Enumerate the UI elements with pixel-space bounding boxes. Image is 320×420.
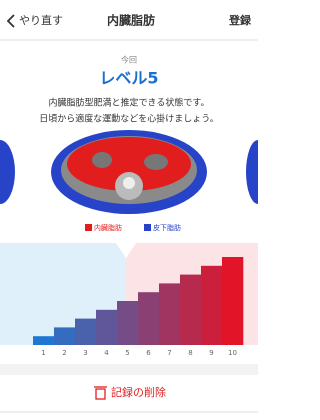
trash-icon[interactable] [94,387,107,399]
ct-side [0,140,15,204]
header-title: 内臓脂肪 [107,13,155,28]
level-bar [180,275,201,345]
legend-label: 皮下脂肪 [153,223,181,232]
legend-swatch [144,224,151,231]
level-bar [96,310,117,345]
separator [0,364,258,375]
level-bar [222,257,243,345]
ct-organ [92,152,112,168]
level-label: 8 [188,349,192,357]
screen: やり直す 内臓脂肪 登録 今回 レベル5 内臓脂肪型肥満と推定できる状態です。 … [0,0,258,416]
level-bar [75,319,96,345]
page: やり直す 内臓脂肪 登録 今回 レベル5 内臓脂肪型肥満と推定できる状態です。 … [0,0,258,416]
level-label: 10 [228,349,237,357]
level-bar [117,301,138,345]
level-label: 1 [41,349,45,357]
back-button[interactable]: やり直す [19,13,63,27]
register-button[interactable]: 登録 [228,13,252,27]
description-line: 日頃から適度な運動などを心掛けましょう。 [39,113,218,125]
level-label: 6 [146,349,151,357]
level-label: 3 [83,349,87,357]
ct-side [246,140,258,204]
level-bar [54,327,75,345]
ct-organ [144,154,168,170]
caption: 今回 [121,55,137,65]
delete-button[interactable]: 記録の削除 [111,385,166,399]
level-text: レベル5 [99,69,158,88]
level-chart: 1 2 3 4 5 6 7 8 9 10 [0,243,258,357]
legend-label: 内臓脂肪 [94,223,122,232]
level-label: 9 [209,349,213,357]
level-label: 7 [167,349,171,357]
legend-swatch [85,224,92,231]
ct-spine-core [123,177,135,189]
level-label: 4 [104,349,109,357]
level-label: 5 [125,349,129,357]
level-bar [33,336,54,345]
description-line: 内臓脂肪型肥満と推定できる状態です。 [49,97,210,109]
level-bar [201,266,222,345]
level-bar [138,292,159,345]
ct-image [0,130,258,214]
level-label: 2 [62,349,66,357]
trash-body [96,389,105,399]
level-bar [159,283,180,345]
